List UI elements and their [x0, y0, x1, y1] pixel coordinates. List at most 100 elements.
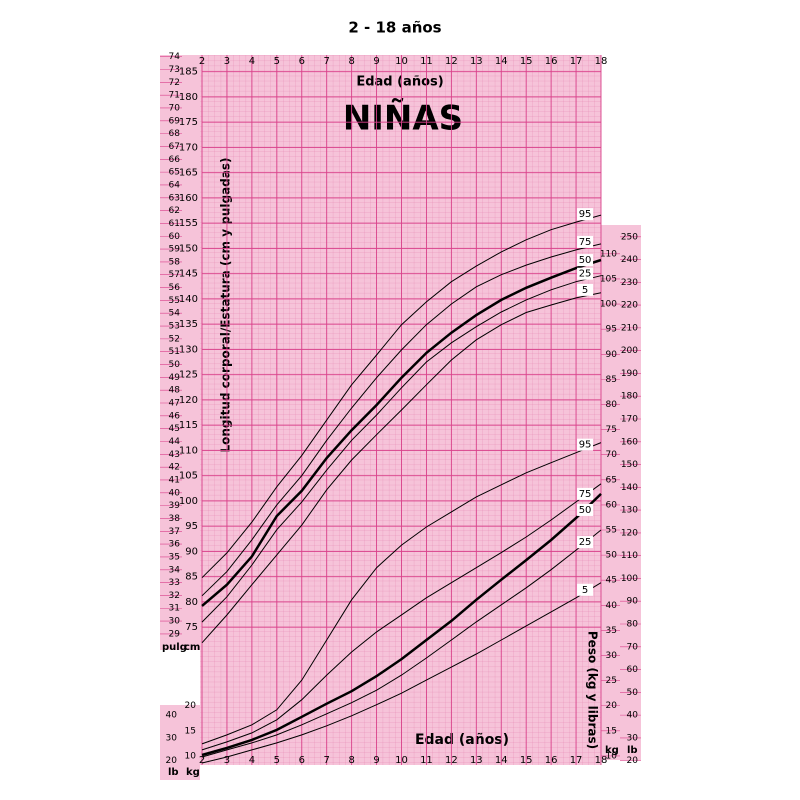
y-tick-label: 120 — [179, 395, 198, 406]
lb-tick-label: 70 — [627, 642, 639, 652]
lb-tick-label: 30 — [627, 733, 639, 743]
label-background — [577, 283, 594, 296]
minor-grid — [200, 55, 601, 765]
x-tick-label: 9 — [373, 755, 379, 766]
cm-unit: cm — [184, 642, 200, 653]
inch-tick-label: 31 — [169, 604, 180, 614]
y-axis-label: Longitud corporal/Estatura (cm y pulgada… — [219, 158, 233, 453]
inch-tick-label: 46 — [169, 411, 181, 421]
x-tick-label: 6 — [299, 56, 305, 67]
kg-tick-label: 10 — [606, 751, 618, 761]
kg-tick-label-left: 20 — [185, 701, 197, 711]
kg-tick-label: 45 — [606, 576, 617, 586]
percentile-line — [201, 275, 602, 623]
percentile-line — [201, 529, 602, 758]
percentile-line — [201, 292, 602, 644]
inch-tick-label: 55 — [169, 296, 180, 306]
inch-tick-label: 72 — [169, 78, 180, 88]
percentile-label: 75 — [579, 489, 592, 500]
inch-tick-label: 42 — [169, 463, 180, 473]
kg-tick-label: 65 — [606, 475, 617, 485]
inch-tick-label: 52 — [169, 334, 180, 344]
y-tick-label: 85 — [185, 572, 198, 583]
x-tick-label: 13 — [470, 56, 483, 67]
inch-tick-label: 54 — [169, 309, 181, 319]
weight-axis-area — [601, 225, 641, 760]
y-tick-label: 140 — [179, 294, 198, 305]
lb-tick-label: 90 — [627, 597, 639, 607]
x-tick-label: 17 — [570, 56, 583, 67]
label-background — [577, 267, 594, 280]
x-tick-label: 9 — [373, 56, 379, 67]
kg-tick-label: 95 — [606, 325, 617, 335]
x-tick-label: 2 — [199, 755, 205, 766]
lb-tick-label: 180 — [621, 392, 638, 402]
x-tick-label: 8 — [348, 755, 354, 766]
lb-tick-label: 140 — [621, 483, 638, 493]
percentile-label: 5 — [582, 285, 588, 296]
x-tick-label: 14 — [495, 56, 508, 67]
y-tick-label: 155 — [179, 218, 198, 229]
chart-background — [160, 55, 641, 780]
inch-tick-label: 29 — [169, 629, 181, 639]
percentile-label: 75 — [579, 237, 592, 248]
kg-tick-label: 80 — [606, 400, 618, 410]
plot-layer: 2233445566778899101011111212131314141515… — [160, 52, 641, 766]
lb-tick-label: 60 — [627, 665, 639, 675]
lb-tick-label: 100 — [621, 574, 638, 584]
y-tick-label: 180 — [179, 92, 198, 103]
inch-tick-label: 43 — [169, 450, 180, 460]
label-background — [577, 208, 594, 221]
lb-tick-label: 250 — [621, 232, 638, 242]
percentile-line — [201, 258, 602, 607]
y-tick-label: 75 — [185, 622, 198, 633]
lb-tick-label: 20 — [627, 756, 639, 766]
percentile-label: 25 — [579, 537, 592, 548]
x-tick-label: 18 — [595, 755, 608, 766]
percentile-label: 95 — [579, 209, 592, 220]
y-tick-label: 125 — [179, 370, 198, 381]
lb-tick-label: 190 — [621, 369, 638, 379]
inch-tick-label: 60 — [169, 232, 181, 242]
lb-tick-label: 80 — [627, 620, 639, 630]
label-background — [577, 536, 594, 549]
y-tick-label: 80 — [185, 597, 198, 608]
percentile-label: 25 — [579, 269, 592, 280]
y-tick-label: 150 — [179, 243, 198, 254]
x-tick-label: 4 — [249, 56, 255, 67]
y-tick-label: 105 — [179, 471, 198, 482]
y-tick-label: 160 — [179, 193, 198, 204]
x-tick-label: 7 — [324, 56, 330, 67]
inch-unit: pulg — [162, 642, 187, 653]
percentile-line — [201, 493, 602, 757]
lb-tick-label: 50 — [627, 688, 639, 698]
label-background — [577, 438, 594, 451]
lb-tick-label: 40 — [627, 711, 639, 721]
inch-tick-label: 67 — [169, 142, 180, 152]
kg-tick-label: 90 — [606, 350, 618, 360]
inch-tick-label: 73 — [169, 65, 180, 75]
x-tick-label: 16 — [545, 56, 558, 67]
x-tick-label: 18 — [595, 56, 608, 67]
y-tick-label: 170 — [179, 142, 198, 153]
lb-tick-label: 230 — [621, 278, 638, 288]
inch-tick-label: 48 — [169, 386, 181, 396]
y-tick-label: 185 — [179, 67, 198, 78]
lb-tick-label: 130 — [621, 506, 638, 516]
y-tick-label: 100 — [179, 496, 198, 507]
x-tick-label: 14 — [495, 755, 508, 766]
y-tick-label: 110 — [179, 445, 198, 456]
inch-tick-label: 44 — [169, 437, 181, 447]
x-tick-label: 17 — [570, 755, 583, 766]
inch-tick-label: 65 — [169, 168, 180, 178]
y-tick-label: 175 — [179, 117, 198, 128]
percentile-line — [201, 243, 602, 597]
x-tick-label: 3 — [224, 755, 230, 766]
kg-tick-label: 15 — [606, 726, 617, 736]
inch-tick-label: 36 — [169, 540, 181, 550]
kg-tick-label: 25 — [606, 676, 617, 686]
x-tick-label: 3 — [224, 56, 230, 67]
chart-title: 2 - 18 años — [348, 19, 441, 37]
kg-tick-label: 40 — [606, 601, 618, 611]
x-tick-label: 10 — [395, 755, 408, 766]
